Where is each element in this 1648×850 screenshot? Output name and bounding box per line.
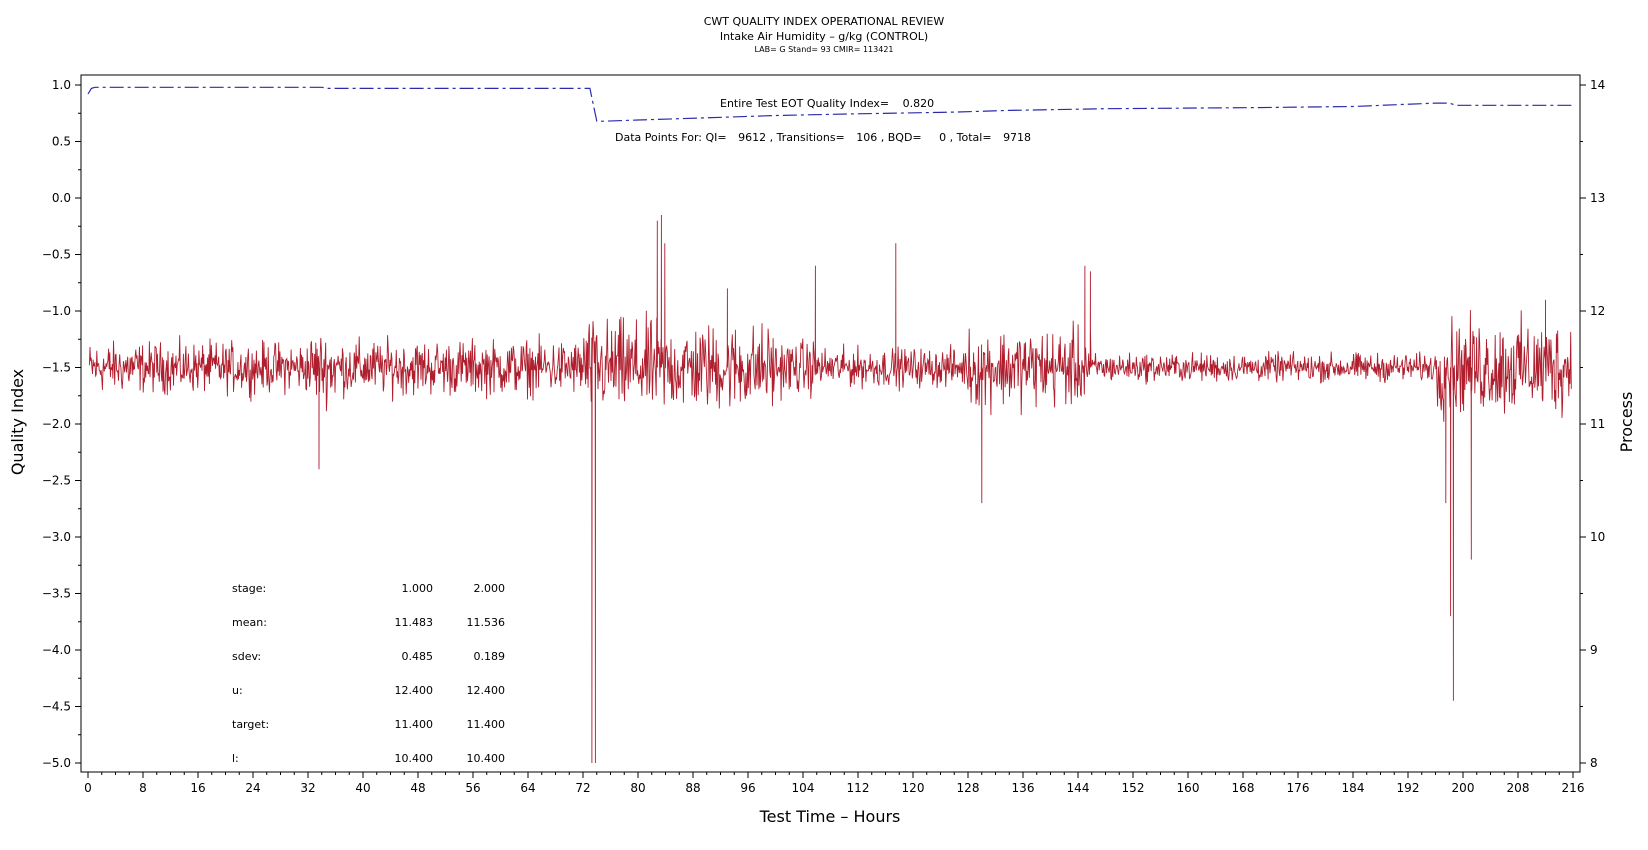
x-tick-label: 40	[355, 781, 370, 795]
chart-title: CWT QUALITY INDEX OPERATIONAL REVIEW	[704, 15, 945, 28]
x-axis-label: Test Time – Hours	[759, 807, 901, 826]
stats-row-mean-v1: 11.483	[395, 616, 434, 629]
stats-row-stage-v2: 2.000	[474, 582, 506, 595]
stats-row-mean-v2: 11.536	[467, 616, 506, 629]
x-tick-label: 64	[520, 781, 535, 795]
stats-row-mean-label: mean:	[232, 616, 267, 629]
y-tick-label: −1.5	[42, 361, 71, 375]
x-tick-label: 48	[410, 781, 425, 795]
y-axis-label: Quality Index	[8, 369, 27, 475]
x-tick-label: 16	[190, 781, 205, 795]
chart-subtitle-2: LAB= G Stand= 93 CMIR= 113421	[754, 45, 893, 54]
points-annotation: Data Points For: QI= 9612 , Transitions=…	[615, 131, 1031, 144]
x-tick-label: 32	[300, 781, 315, 795]
stats-row-l-v1: 10.400	[395, 752, 434, 765]
total-count: 9718	[1003, 131, 1031, 144]
stats-row-u-v1: 12.400	[395, 684, 434, 697]
y2-tick-label: 14	[1590, 78, 1605, 92]
x-tick-label: 136	[1012, 781, 1035, 795]
y-tick-label: −2.5	[42, 474, 71, 488]
qi-count: 9612	[738, 131, 766, 144]
y2-tick-label: 8	[1590, 756, 1598, 770]
x-tick-label: 80	[630, 781, 645, 795]
eot-annotation: Entire Test EOT Quality Index= 0.820	[720, 97, 934, 110]
y-tick-label: −5.0	[42, 756, 71, 770]
y2-tick-label: 13	[1590, 191, 1605, 205]
stats-row-target-v2: 11.400	[467, 718, 506, 731]
y-tick-label: −3.0	[42, 530, 71, 544]
process-series-line	[88, 214, 1572, 764]
x-tick-label: 104	[792, 781, 815, 795]
transitions-count: 106	[856, 131, 877, 144]
y2-tick-label: 10	[1590, 530, 1605, 544]
y2-tick-label: 12	[1590, 304, 1605, 318]
stats-row-target-v1: 11.400	[395, 718, 434, 731]
x-tick-label: 0	[84, 781, 92, 795]
x-tick-label: 176	[1287, 781, 1310, 795]
x-tick-label: 112	[847, 781, 870, 795]
series-group	[87, 86, 1573, 764]
x-tick-label: 88	[685, 781, 700, 795]
y-tick-label: −2.0	[42, 417, 71, 431]
x-tick-label: 8	[139, 781, 147, 795]
stats-row-l-v2: 10.400	[467, 752, 506, 765]
plot-frame	[80, 74, 1581, 773]
x-tick-label: 144	[1067, 781, 1090, 795]
x-tick-label: 120	[902, 781, 925, 795]
y-tick-label: 0.0	[52, 191, 71, 205]
stats-row-target-label: target:	[232, 718, 269, 731]
x-tick-label: 192	[1397, 781, 1420, 795]
y-tick-label: 1.0	[52, 78, 71, 92]
eot-value: 0.820	[903, 97, 935, 110]
stats-row-sdev-v1: 0.485	[402, 650, 434, 663]
bqd-label: , BQD=	[881, 131, 922, 144]
chart-subtitle: Intake Air Humidity – g/kg (CONTROL)	[720, 30, 928, 43]
bqd-count: 0	[939, 131, 946, 144]
x-tick-label: 24	[245, 781, 260, 795]
x-tick-label: 72	[575, 781, 590, 795]
x-tick-label: 56	[465, 781, 480, 795]
x-tick-label: 208	[1507, 781, 1530, 795]
y2-tick-label: 9	[1590, 643, 1598, 657]
stats-row-u-label: u:	[232, 684, 243, 697]
y-tick-label: −3.5	[42, 587, 71, 601]
stats-row-sdev-label: sdev:	[232, 650, 261, 663]
x-tick-label: 152	[1122, 781, 1145, 795]
x-tick-label: 128	[957, 781, 980, 795]
stats-row-stage-v1: 1.000	[402, 582, 434, 595]
total-label: , Total=	[950, 131, 992, 144]
y-tick-label: −4.0	[42, 643, 71, 657]
x-tick-label: 96	[740, 781, 755, 795]
stats-row-stage-label: stage:	[232, 582, 266, 595]
points-label: Data Points For: QI=	[615, 131, 727, 144]
stats-table: stage: 1.000 2.000 mean: 11.483 11.536 s…	[232, 582, 505, 765]
transitions-label: , Transitions=	[770, 131, 845, 144]
stats-row-l-label: l:	[232, 752, 239, 765]
y2-tick-label: 11	[1590, 417, 1605, 431]
y-tick-label: −4.5	[42, 700, 71, 714]
x-tick-label: 184	[1342, 781, 1365, 795]
x-tick-label: 168	[1232, 781, 1255, 795]
stats-row-sdev-v2: 0.189	[474, 650, 506, 663]
eot-label: Entire Test EOT Quality Index=	[720, 97, 889, 110]
x-tick-label: 216	[1562, 781, 1585, 795]
quality-index-series-line	[87, 86, 1573, 122]
axis-ticks: 0 8 16 24 32 40 48 56 64 72 80 88 96 104 112 120 128 136 1…	[42, 78, 1605, 795]
y-tick-label: −1.0	[42, 304, 71, 318]
y2-axis-label: Process	[1617, 392, 1636, 453]
x-tick-label: 200	[1452, 781, 1475, 795]
y-tick-label: 0.5	[52, 135, 71, 149]
y-tick-label: −0.5	[42, 248, 71, 262]
x-tick-label: 160	[1177, 781, 1200, 795]
stats-row-u-v2: 12.400	[467, 684, 506, 697]
